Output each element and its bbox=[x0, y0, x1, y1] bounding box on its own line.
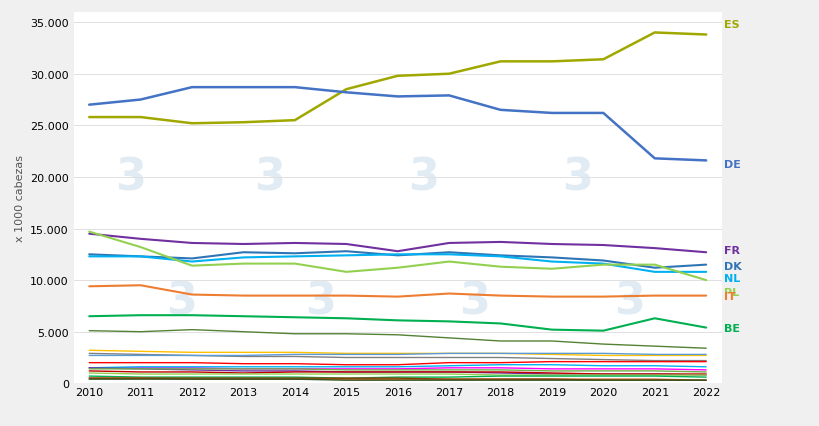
Text: IT: IT bbox=[723, 291, 735, 301]
Text: ES: ES bbox=[723, 20, 739, 30]
Text: PL: PL bbox=[723, 288, 739, 298]
Text: 3: 3 bbox=[562, 156, 592, 199]
Y-axis label: x 1000 cabezas: x 1000 cabezas bbox=[15, 155, 25, 242]
Text: 3: 3 bbox=[613, 279, 644, 322]
Text: 3: 3 bbox=[253, 156, 284, 199]
Text: DK: DK bbox=[723, 261, 741, 271]
Text: 3: 3 bbox=[408, 156, 438, 199]
Text: 3: 3 bbox=[459, 279, 490, 322]
Text: BE: BE bbox=[723, 323, 740, 333]
Text: 3: 3 bbox=[115, 156, 146, 199]
Text: 3: 3 bbox=[305, 279, 336, 322]
Text: DE: DE bbox=[723, 159, 740, 169]
Text: NL: NL bbox=[723, 273, 740, 283]
Text: FR: FR bbox=[723, 246, 740, 256]
Text: 3: 3 bbox=[166, 279, 197, 322]
